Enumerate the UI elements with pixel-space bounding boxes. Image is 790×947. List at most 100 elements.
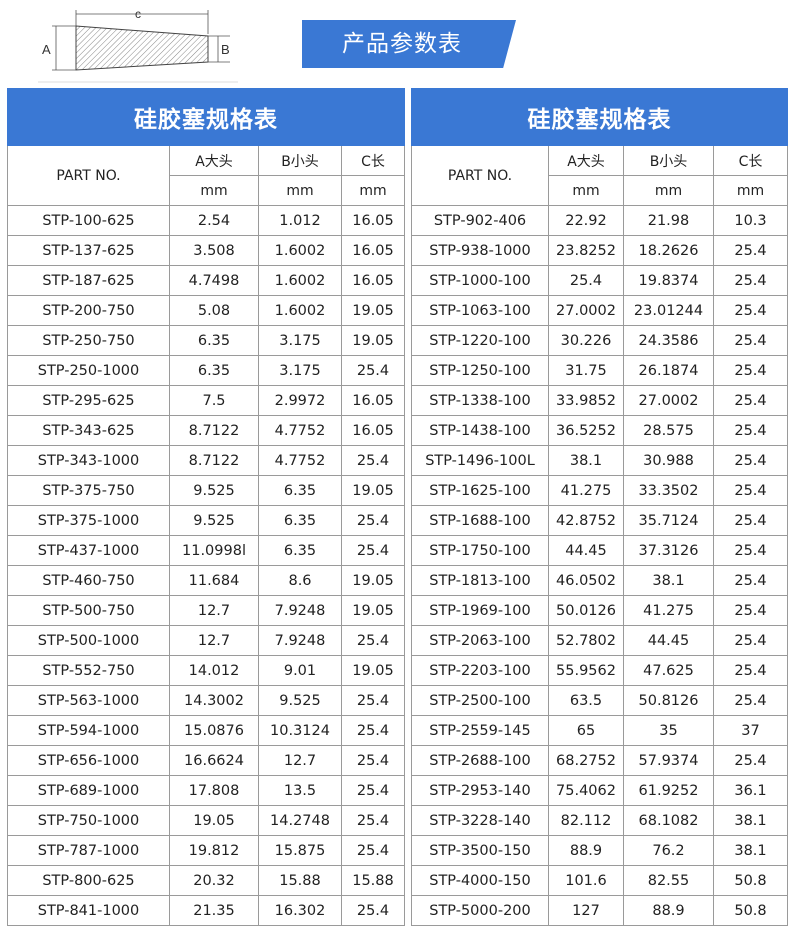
cell-part-no: STP-1338-100 [411, 385, 549, 416]
cell-c: 50.8 [713, 865, 788, 896]
cell-b: 9.525 [258, 685, 342, 716]
cell-a: 14.012 [169, 655, 259, 686]
cell-a: 16.6624 [169, 745, 259, 776]
cell-c: 25.4 [713, 445, 788, 476]
cell-b: 7.9248 [258, 625, 342, 656]
plug-dimension-diagram: c A B [38, 7, 238, 83]
cell-c: 50.8 [713, 895, 788, 926]
cell-a: 27.0002 [548, 295, 624, 326]
table-row: STP-375-1000 9.525 6.35 25.4 [7, 505, 405, 536]
label-b: B [221, 42, 230, 57]
cell-part-no: STP-3228-140 [411, 805, 549, 836]
cell-c: 25.4 [713, 475, 788, 506]
cell-c: 25.4 [713, 625, 788, 656]
cell-part-no: STP-343-625 [7, 415, 170, 446]
cell-c: 25.4 [713, 595, 788, 626]
cell-c: 19.05 [341, 655, 405, 686]
cell-a: 12.7 [169, 625, 259, 656]
table-row: STP-250-750 6.35 3.175 19.05 [7, 325, 405, 356]
cell-c: 25.4 [341, 895, 405, 926]
cell-b: 4.7752 [258, 445, 342, 476]
cell-part-no: STP-1688-100 [411, 505, 549, 536]
cell-part-no: STP-1220-100 [411, 325, 549, 356]
cell-c: 25.4 [341, 445, 405, 476]
cell-c: 25.4 [341, 625, 405, 656]
table-row: STP-200-750 5.08 1.6002 19.05 [7, 295, 405, 326]
table-row: STP-187-625 4.7498 1.6002 16.05 [7, 265, 405, 296]
cell-a: 31.75 [548, 355, 624, 386]
table-row: STP-656-1000 16.6624 12.7 25.4 [7, 745, 405, 776]
cell-part-no: STP-1496-100L [411, 445, 549, 476]
cell-part-no: STP-902-406 [411, 205, 549, 236]
cell-a: 42.8752 [548, 505, 624, 536]
cell-part-no: STP-1000-100 [411, 265, 549, 296]
cell-c: 25.4 [341, 835, 405, 866]
cell-part-no: STP-1063-100 [411, 295, 549, 326]
cell-part-no: STP-1250-100 [411, 355, 549, 386]
table-row: STP-460-750 11.684 8.6 19.05 [7, 565, 405, 596]
cell-a: 19.812 [169, 835, 259, 866]
cell-c: 25.4 [341, 535, 405, 566]
cell-b: 21.98 [623, 205, 714, 236]
table-row: STP-137-625 3.508 1.6002 16.05 [7, 235, 405, 266]
cell-c: 25.4 [713, 265, 788, 296]
table-row: STP-2688-100 68.2752 57.9374 25.4 [411, 745, 788, 776]
header-banner [302, 20, 516, 68]
cell-c: 25.4 [341, 715, 405, 746]
cell-c: 25.4 [713, 655, 788, 686]
table-title: 硅胶塞规格表 [411, 88, 788, 146]
cell-a: 2.54 [169, 205, 259, 236]
col-header-c: C长 [713, 145, 788, 176]
cell-part-no: STP-187-625 [7, 265, 170, 296]
cell-a: 82.112 [548, 805, 624, 836]
cell-part-no: STP-563-1000 [7, 685, 170, 716]
cell-b: 50.8126 [623, 685, 714, 716]
cell-part-no: STP-2203-100 [411, 655, 549, 686]
table-row: STP-1625-100 41.275 33.3502 25.4 [411, 475, 788, 506]
table-row: STP-2953-140 75.4062 61.9252 36.1 [411, 775, 788, 806]
col-header-b: B小头 [258, 145, 342, 176]
table-row: STP-1750-100 44.45 37.3126 25.4 [411, 535, 788, 566]
cell-a: 88.9 [548, 835, 624, 866]
cell-part-no: STP-841-1000 [7, 895, 170, 926]
cell-b: 18.2626 [623, 235, 714, 266]
label-c: c [135, 7, 141, 21]
cell-c: 37 [713, 715, 788, 746]
table-row: STP-343-625 8.7122 4.7752 16.05 [7, 415, 405, 446]
cell-c: 25.4 [713, 295, 788, 326]
cell-part-no: STP-800-625 [7, 865, 170, 896]
col-header-a: A大头 [169, 145, 259, 176]
cell-a: 11.0998l [169, 535, 259, 566]
table-row: STP-1063-100 27.0002 23.01244 25.4 [411, 295, 788, 326]
cell-c: 25.4 [713, 325, 788, 356]
cell-c: 10.3 [713, 205, 788, 236]
cell-a: 68.2752 [548, 745, 624, 776]
cell-a: 5.08 [169, 295, 259, 326]
cell-part-no: STP-1750-100 [411, 535, 549, 566]
cell-b: 23.01244 [623, 295, 714, 326]
cell-b: 3.175 [258, 355, 342, 386]
table-row: STP-295-625 7.5 2.9972 16.05 [7, 385, 405, 416]
table-row: STP-100-625 2.54 1.012 16.05 [7, 205, 405, 236]
cell-b: 88.9 [623, 895, 714, 926]
col-header-b: B小头 [623, 145, 714, 176]
cell-c: 19.05 [341, 475, 405, 506]
table-row: STP-563-1000 14.3002 9.525 25.4 [7, 685, 405, 716]
table-row: STP-343-1000 8.7122 4.7752 25.4 [7, 445, 405, 476]
cell-part-no: STP-656-1000 [7, 745, 170, 776]
cell-b: 76.2 [623, 835, 714, 866]
table-row: STP-787-1000 19.812 15.875 25.4 [7, 835, 405, 866]
cell-b: 30.988 [623, 445, 714, 476]
cell-part-no: STP-938-1000 [411, 235, 549, 266]
table-row: STP-1969-100 50.0126 41.275 25.4 [411, 595, 788, 626]
cell-part-no: STP-1625-100 [411, 475, 549, 506]
cell-c: 25.4 [713, 235, 788, 266]
table-row: STP-3500-150 88.9 76.2 38.1 [411, 835, 788, 866]
cell-a: 8.7122 [169, 415, 259, 446]
cell-a: 44.45 [548, 535, 624, 566]
cell-c: 19.05 [341, 595, 405, 626]
table-title: 硅胶塞规格表 [7, 88, 405, 146]
cell-a: 75.4062 [548, 775, 624, 806]
cell-a: 15.0876 [169, 715, 259, 746]
cell-b: 1.6002 [258, 265, 342, 296]
